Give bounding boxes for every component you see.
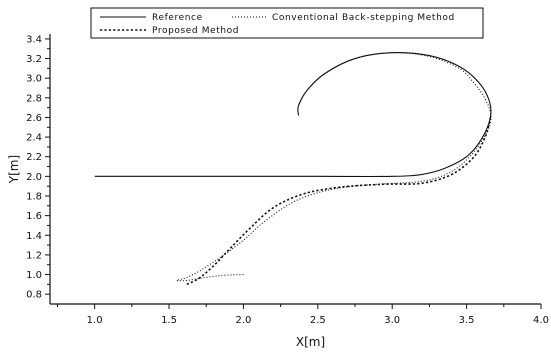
y-tick-label: 3.0 [26,74,42,85]
x-axis-title: X[m] [296,335,325,349]
x-tick-label: 1.0 [87,315,103,326]
y-tick-label: 2.0 [26,172,42,183]
x-tick-label: 2.0 [235,315,251,326]
y-tick-label: 1.4 [26,231,42,242]
y-tick-label: 0.8 [26,290,42,301]
y-tick-label: 1.8 [26,192,42,203]
x-ticks: 1.0 1.5 2.0 2.5 3.0 3.5 4.0 [56,304,549,326]
legend-label-3: Proposed Method [152,26,239,36]
x-tick-label: 3.0 [384,315,400,326]
y-ticks: 0.8 1.0 1.2 1.4 1.6 1.8 2.0 2.2 2.4 2.6 2.8 3.0 3.2 3… [26,34,50,301]
legend-label-1: Reference [152,13,203,23]
legend-label-2: Conventional Back-stepping Method [272,13,455,23]
series-line-1 [94,51,492,178]
y-tick-label: 2.8 [26,93,42,104]
y-tick-label: 3.2 [26,54,42,65]
y-tick-label: 1.2 [26,250,42,261]
y-tick-label: 2.2 [26,152,42,163]
y-tick-label: 3.4 [26,34,42,45]
axes [49,34,541,305]
x-tick-label: 4.0 [533,315,549,326]
x-tick-label: 2.5 [310,315,326,326]
series-layer [94,51,492,286]
y-tick-label: 2.6 [26,113,42,124]
x-tick-label: 3.5 [459,315,475,326]
x-tick-label: 1.5 [161,315,177,326]
series-line-3 [186,117,492,286]
y-tick-label: 2.4 [26,133,42,144]
legend: Reference Conventional Back-stepping Meth… [90,7,484,39]
series-line-2 [175,52,492,282]
y-tick-label: 1.6 [26,211,42,222]
legend-box [90,7,484,39]
y-axis-title: Y[m] [7,155,21,184]
y-tick-label: 1.0 [26,270,42,281]
